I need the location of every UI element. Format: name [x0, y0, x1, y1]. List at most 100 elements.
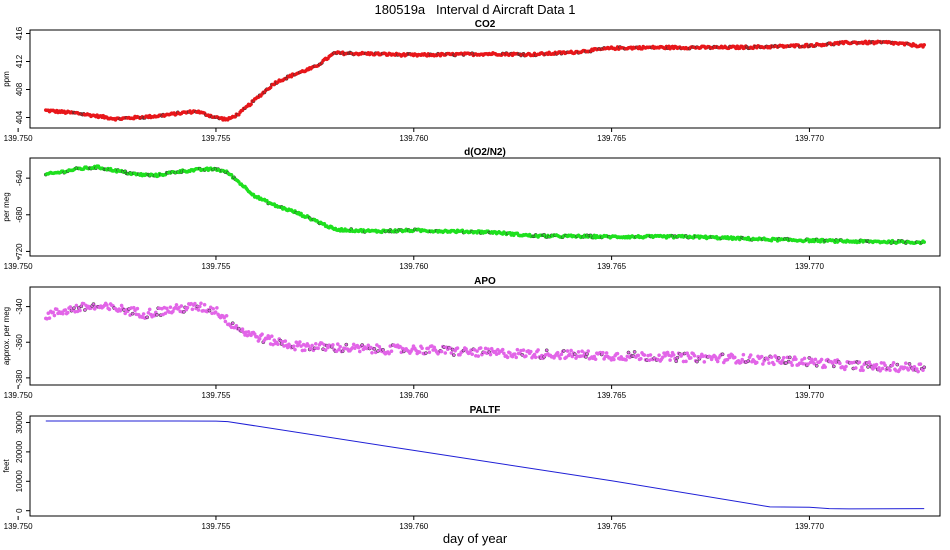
- data-point: [302, 348, 307, 353]
- x-tick-label: 139.765: [597, 134, 626, 143]
- figure-title: 180519a Interval d Aircraft Data 1: [374, 2, 576, 17]
- y-tick-label: 0: [15, 508, 24, 513]
- data-point: [695, 359, 699, 364]
- data-point: [702, 360, 707, 364]
- data-point: [291, 344, 296, 349]
- data-point: [61, 311, 65, 316]
- data-point: [688, 356, 693, 360]
- data-point: [230, 321, 235, 326]
- data-point: [47, 316, 52, 320]
- panel-3: APO approx. per meg 139.750 139.755 139.760 1…: [2, 276, 941, 400]
- data-point: [674, 359, 679, 364]
- data-point: [776, 356, 781, 360]
- data-point: [372, 347, 377, 351]
- data-point: [145, 315, 150, 320]
- data-point: [570, 354, 575, 359]
- data-point: [636, 353, 641, 358]
- data-point: [211, 306, 216, 311]
- x-tick-label: 139.755: [201, 522, 230, 531]
- x-tick-label: 139.750: [4, 522, 33, 531]
- data-point: [521, 348, 526, 352]
- data-point: [427, 350, 432, 355]
- data-point: [514, 355, 519, 360]
- x-tick-label: 139.755: [201, 134, 230, 143]
- data-point: [488, 352, 493, 357]
- data-point: [765, 357, 770, 362]
- data-point: [91, 302, 96, 306]
- data-point: [668, 358, 672, 362]
- data-point: [234, 323, 239, 328]
- data-point: [197, 304, 202, 309]
- data-point: [351, 342, 356, 347]
- data-point: [335, 342, 340, 346]
- plot-frame: [29, 29, 941, 129]
- data-point: [761, 362, 765, 366]
- data-point: [632, 350, 637, 354]
- data-point: [844, 364, 848, 369]
- plot-frame: [29, 286, 941, 386]
- data-point: [182, 309, 186, 314]
- data-point: [794, 357, 798, 362]
- y-tick-label: 10000: [15, 470, 24, 493]
- data-point: [387, 351, 391, 356]
- panel-1: CO2 ppm 139.750 139.755 139.760 139.765 139.77…: [2, 19, 941, 143]
- data-point: [918, 362, 923, 366]
- panel-2: d(O2/N2) per meg 139.750 139.755 139.760 139.…: [2, 147, 941, 271]
- data-point: [802, 356, 807, 361]
- data-point: [257, 337, 262, 341]
- data-point: [684, 359, 688, 364]
- y-axis-label: ppm: [2, 71, 11, 87]
- data-point: [185, 305, 190, 310]
- data-point: [389, 349, 394, 354]
- data-point: [907, 362, 912, 366]
- data-point: [748, 353, 753, 357]
- data-point: [283, 339, 288, 343]
- y-tick-label: 416: [15, 26, 24, 40]
- data-point: [883, 363, 887, 368]
- data-point: [813, 357, 818, 362]
- data-point: [878, 368, 883, 373]
- data-point: [146, 310, 151, 315]
- data-point: [906, 368, 911, 372]
- data-point: [294, 340, 299, 345]
- data-point: [922, 365, 927, 370]
- data-point: [449, 351, 454, 355]
- data-point: [769, 355, 774, 360]
- data-point: [648, 353, 653, 357]
- data-point: [133, 308, 137, 313]
- data-point: [223, 319, 228, 324]
- data-point: [580, 349, 584, 354]
- data-point: [692, 353, 697, 358]
- data-point: [320, 341, 324, 346]
- data-point: [916, 369, 920, 374]
- data-point: [293, 347, 297, 352]
- data-point: [866, 365, 870, 369]
- data-point: [340, 349, 345, 354]
- data-point: [515, 347, 520, 352]
- data-point: [572, 352, 577, 357]
- data-point: [306, 344, 311, 348]
- data-point: [671, 353, 676, 357]
- data-point: [544, 348, 549, 353]
- data-point: [78, 308, 82, 313]
- data-point: [675, 355, 680, 360]
- data-point: [615, 351, 620, 356]
- data-point: [565, 349, 570, 353]
- x-tick-label: 139.760: [399, 134, 428, 143]
- data-point: [880, 366, 885, 371]
- data-point: [168, 305, 173, 310]
- x-tick-label: 139.760: [399, 522, 428, 531]
- x-tick-label: 139.770: [795, 134, 824, 143]
- data-point: [790, 363, 795, 368]
- x-tick-label: 139.755: [201, 391, 230, 400]
- data-point: [568, 352, 572, 356]
- x-tick-label: 139.770: [795, 262, 824, 271]
- y-tick-label: -640: [15, 170, 24, 187]
- data-point: [338, 344, 343, 349]
- y-tick-label: -380: [15, 369, 24, 386]
- data-point: [470, 352, 475, 357]
- data-point: [249, 102, 253, 107]
- y-tick-label: 404: [15, 110, 24, 124]
- data-point: [105, 303, 109, 307]
- data-point: [199, 301, 203, 306]
